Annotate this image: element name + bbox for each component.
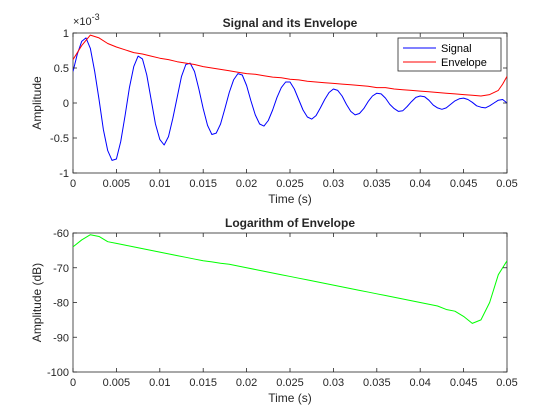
exponent-power: -3 (92, 12, 100, 22)
y-tick-label: -100 (47, 367, 69, 379)
legend-box (397, 37, 502, 72)
y-tick-label: -1 (59, 168, 69, 180)
x-tick-label: 0.015 (189, 178, 217, 190)
x-tick-label: 0.005 (103, 377, 131, 389)
x-tick-label: 0.03 (323, 178, 344, 190)
x-tick-label: 0.015 (189, 377, 217, 389)
x-tick-label: 0.01 (149, 377, 170, 389)
series-group (73, 34, 507, 161)
plot-area (72, 232, 508, 373)
y-tick-label: -0.5 (50, 133, 69, 145)
series-group (73, 234, 507, 324)
exponent-base: ×10 (73, 16, 92, 28)
legend-label-signal: Signal (441, 43, 472, 55)
legend-label-envelope: Envelope (441, 57, 487, 69)
y-tick-label: 0.5 (54, 63, 69, 75)
x-axis-label: Time (s) (268, 192, 312, 206)
x-tick-label: 0.045 (450, 377, 478, 389)
y-tick-label: -80 (53, 298, 69, 310)
y-exponent-label: ×10-3 (73, 12, 100, 28)
x-tick-label: 0.035 (363, 377, 391, 389)
chart-title: Logarithm of Envelope (225, 216, 355, 230)
y-tick-label: -90 (53, 332, 69, 344)
x-tick-label: 0.05 (496, 178, 517, 190)
x-tick-label: 0.035 (363, 178, 391, 190)
series-line-0 (73, 234, 507, 324)
x-tick-label: 0.05 (496, 377, 517, 389)
chart-title: Signal and its Envelope (223, 16, 358, 30)
y-tick-label: -60 (53, 228, 69, 240)
x-tick-label: 0 (70, 178, 76, 190)
log-envelope-chart: 0 0.005 0.01 0.015 0.02 0.025 0.03 0.035 0.04 0.0… (30, 216, 518, 405)
x-tick-label: 0.005 (103, 178, 131, 190)
y-tick-label: 1 (63, 28, 69, 40)
x-tick-label: 0.025 (276, 377, 304, 389)
x-tick-label: 0.045 (450, 178, 478, 190)
y-axis-label: Amplitude (dB) (30, 263, 44, 342)
x-tick-label: 0.04 (409, 178, 430, 190)
x-axis-label: Time (s) (268, 391, 312, 405)
x-tick-label: 0 (70, 377, 76, 389)
y-axis-label: Amplitude (30, 76, 44, 130)
x-tick-label: 0.04 (409, 377, 430, 389)
x-tick-label: 0.025 (276, 178, 304, 190)
legend: Signal Envelope (397, 37, 502, 72)
x-tick-label: 0.02 (236, 377, 257, 389)
signal-envelope-chart: 0 0.005 0.01 0.015 0.02 0.025 0.03 0.035 0.04 0.0… (30, 12, 518, 206)
y-tick-label: 0 (63, 98, 69, 110)
x-tick-label: 0.01 (149, 178, 170, 190)
series-line-envelope (73, 34, 507, 97)
series-line-signal (73, 37, 507, 161)
y-tick-label: -70 (53, 263, 69, 275)
x-tick-label: 0.02 (236, 178, 257, 190)
x-tick-label: 0.03 (323, 377, 344, 389)
